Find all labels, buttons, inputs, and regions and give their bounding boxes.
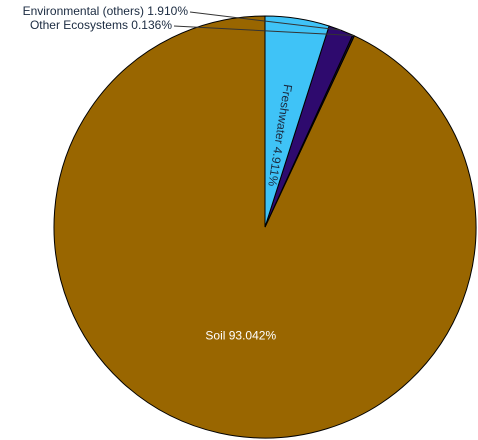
slice-label-soil: Soil 93.042% bbox=[205, 328, 276, 342]
leader-line-other-ecosystems bbox=[173, 25, 354, 36]
pie-slices bbox=[53, 15, 477, 439]
slice-label-environmental-others: Environmental (others) 1.910% bbox=[23, 4, 189, 18]
slice-label-other-ecosystems: Other Ecosystems 0.136% bbox=[30, 18, 172, 32]
pie-slice-freshwater bbox=[264, 15, 330, 228]
leader-line-environmental-others bbox=[189, 11, 342, 31]
